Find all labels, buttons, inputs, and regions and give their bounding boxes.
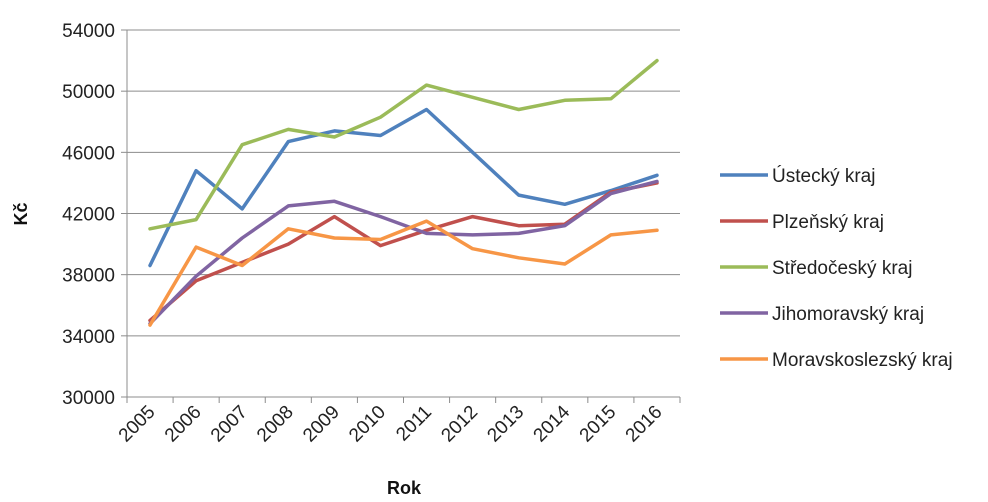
x-tick-label: 2016	[622, 402, 667, 447]
y-tick-label: 38000	[62, 266, 115, 287]
x-tick-label: 2011	[392, 402, 436, 446]
grid-layer	[127, 29, 680, 398]
x-axis-title: Rok	[387, 478, 422, 498]
legend-label: Středočeský kraj	[772, 258, 912, 279]
legend: Ústecký kraj Plzeňský kraj Středočeský kra…	[720, 165, 953, 371]
series-line-5	[148, 219, 659, 327]
x-tick-label: 2009	[299, 402, 344, 447]
x-tick-label: 2005	[115, 402, 160, 447]
x-tick-label: 2007	[207, 402, 252, 447]
y-tick-label: 34000	[62, 327, 115, 348]
x-tick-label: 2013	[483, 402, 528, 447]
x-tick-label: 2008	[253, 402, 298, 447]
series-line-4	[148, 179, 659, 326]
x-tick-label: 2012	[437, 402, 482, 447]
y-tick-label: 54000	[62, 21, 115, 42]
y-tick-label: 42000	[62, 205, 115, 226]
x-tick-label: 2010	[345, 402, 390, 447]
y-tick-label: 46000	[62, 143, 115, 164]
legend-label: Moravskoslezský kraj	[772, 350, 953, 371]
legend-label: Ústecký kraj	[772, 165, 875, 187]
series-layer	[148, 58, 659, 327]
series-line-1	[148, 107, 659, 268]
legend-label: Jihomoravský kraj	[772, 304, 924, 325]
y-tick-label: 50000	[62, 82, 115, 103]
x-tick-label: 2015	[576, 402, 621, 447]
series-line-3	[148, 58, 659, 231]
x-tick-label: 2014	[530, 401, 575, 446]
legend-label: Plzeňský kraj	[772, 212, 884, 233]
y-tick-label: 30000	[62, 388, 115, 409]
y-axis-title: Kč	[11, 202, 31, 225]
x-tick-label: 2006	[161, 402, 206, 447]
